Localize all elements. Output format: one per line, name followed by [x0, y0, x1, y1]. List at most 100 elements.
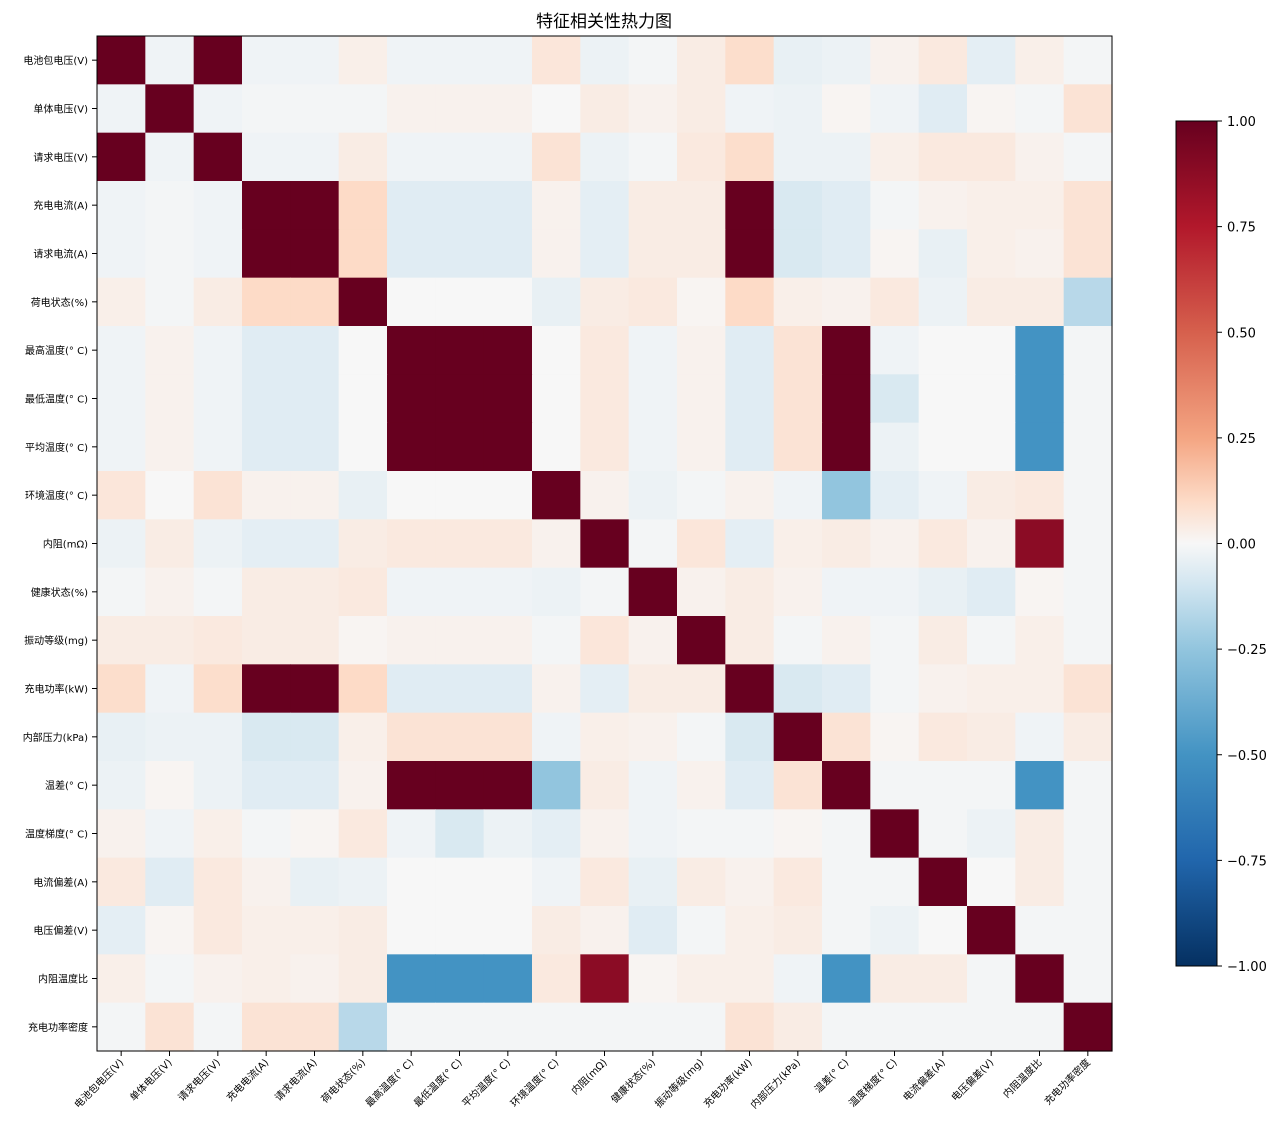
heatmap-cell: [338, 374, 388, 424]
heatmap-cell: [918, 471, 968, 520]
heatmap-cell: [580, 326, 630, 375]
heatmap-cell: [773, 761, 823, 810]
heatmap-cell: [628, 519, 678, 569]
heatmap-cell: [193, 84, 243, 134]
heatmap-cell: [193, 761, 243, 810]
heatmap-cell: [918, 132, 968, 182]
heatmap-cell: [483, 84, 533, 134]
heatmap-cell: [290, 1002, 340, 1052]
heatmap-cell: [242, 326, 291, 375]
heatmap-cell: [967, 954, 1016, 1004]
heatmap-cell: [193, 906, 243, 955]
x-tick-label: 内阻(mΩ): [568, 1056, 609, 1097]
heatmap-cell: [97, 761, 146, 810]
heatmap-cell: [483, 471, 533, 520]
heatmap-cell: [580, 906, 630, 955]
heatmap-cell: [145, 277, 195, 327]
y-tick-label: 最低温度(° C): [25, 393, 88, 406]
heatmap-cell: [580, 374, 630, 424]
heatmap-cell: [580, 857, 630, 907]
heatmap-cell: [725, 471, 775, 520]
heatmap-cell: [677, 1002, 726, 1052]
heatmap-cell: [677, 471, 726, 520]
y-tick-label: 振动等级(mg): [24, 634, 88, 647]
heatmap-cell: [822, 229, 871, 279]
x-tick-label: 充电功率(kW): [701, 1056, 755, 1110]
heatmap-cell: [145, 326, 195, 375]
heatmap-cell: [435, 277, 485, 327]
heatmap-cell: [918, 809, 968, 859]
heatmap-cell: [822, 1002, 871, 1052]
y-tick-label: 环境温度(° C): [25, 489, 88, 502]
heatmap-cell: [628, 664, 678, 714]
heatmap-cell: [967, 84, 1016, 134]
heatmap-cell: [677, 616, 726, 665]
heatmap-cell: [773, 567, 823, 617]
heatmap-cell: [1063, 229, 1113, 279]
heatmap-cell: [532, 36, 581, 85]
heatmap-cell: [1063, 712, 1113, 762]
chart-title: 特征相关性热力图: [536, 12, 672, 32]
heatmap-cell: [822, 181, 871, 230]
y-tick-label: 请求电流(A): [33, 248, 88, 261]
heatmap-cell: [290, 84, 340, 134]
y-tick-label: 电池包电压(V): [23, 54, 88, 67]
heatmap-cell: [822, 374, 871, 424]
y-tick-label: 温差(° C): [45, 779, 88, 792]
heatmap-cell: [145, 181, 195, 230]
heatmap-cell: [1063, 374, 1113, 424]
heatmap-cell: [580, 519, 630, 569]
heatmap-cell: [967, 181, 1016, 230]
heatmap-cell: [532, 567, 581, 617]
heatmap-cell: [242, 664, 291, 714]
heatmap-cell: [387, 954, 436, 1004]
heatmap-cell: [725, 84, 775, 134]
heatmap-cell: [822, 326, 871, 375]
heatmap-cell: [1063, 857, 1113, 907]
heatmap-cell: [628, 954, 678, 1004]
heatmap-cell: [725, 761, 775, 810]
heatmap-cell: [628, 857, 678, 907]
heatmap-cell: [918, 84, 968, 134]
heatmap-cell: [387, 181, 436, 230]
x-tick-label: 内部压力(kPa): [748, 1056, 803, 1111]
heatmap-cell: [483, 36, 533, 85]
heatmap-cell: [967, 326, 1016, 375]
heatmap-cell: [290, 132, 340, 182]
heatmap-cell: [580, 809, 630, 859]
heatmap-cell: [1015, 664, 1065, 714]
heatmap-cell: [97, 84, 146, 134]
heatmap-cell: [242, 277, 291, 327]
heatmap-cell: [435, 229, 485, 279]
heatmap-cell: [338, 857, 388, 907]
heatmap-cell: [870, 422, 920, 472]
heatmap-cell: [483, 906, 533, 955]
heatmap-cell: [677, 519, 726, 569]
heatmap-cell: [967, 857, 1016, 907]
heatmap-cell: [725, 374, 775, 424]
heatmap-cell: [725, 857, 775, 907]
heatmap-cell: [1015, 1002, 1065, 1052]
heatmap-cell: [387, 616, 436, 665]
heatmap-cell: [677, 84, 726, 134]
heatmap-cell: [193, 664, 243, 714]
heatmap-cell: [773, 906, 823, 955]
heatmap-cell: [387, 712, 436, 762]
y-tick-label: 电流偏差(A): [33, 876, 88, 889]
heatmap-cell: [435, 1002, 485, 1052]
heatmap-cell: [338, 132, 388, 182]
heatmap-cell: [483, 229, 533, 279]
heatmap-cell: [870, 567, 920, 617]
heatmap-cell: [242, 712, 291, 762]
heatmap-cell: [1015, 374, 1065, 424]
heatmap-cell: [628, 36, 678, 85]
heatmap-cell: [483, 761, 533, 810]
heatmap-cell: [193, 519, 243, 569]
heatmap-cell: [290, 181, 340, 230]
heatmap-cell: [1015, 277, 1065, 327]
heatmap-cell: [483, 567, 533, 617]
heatmap-cell: [1063, 1002, 1113, 1052]
heatmap-cell: [338, 712, 388, 762]
heatmap-cell: [97, 519, 146, 569]
heatmap-cell: [773, 857, 823, 907]
